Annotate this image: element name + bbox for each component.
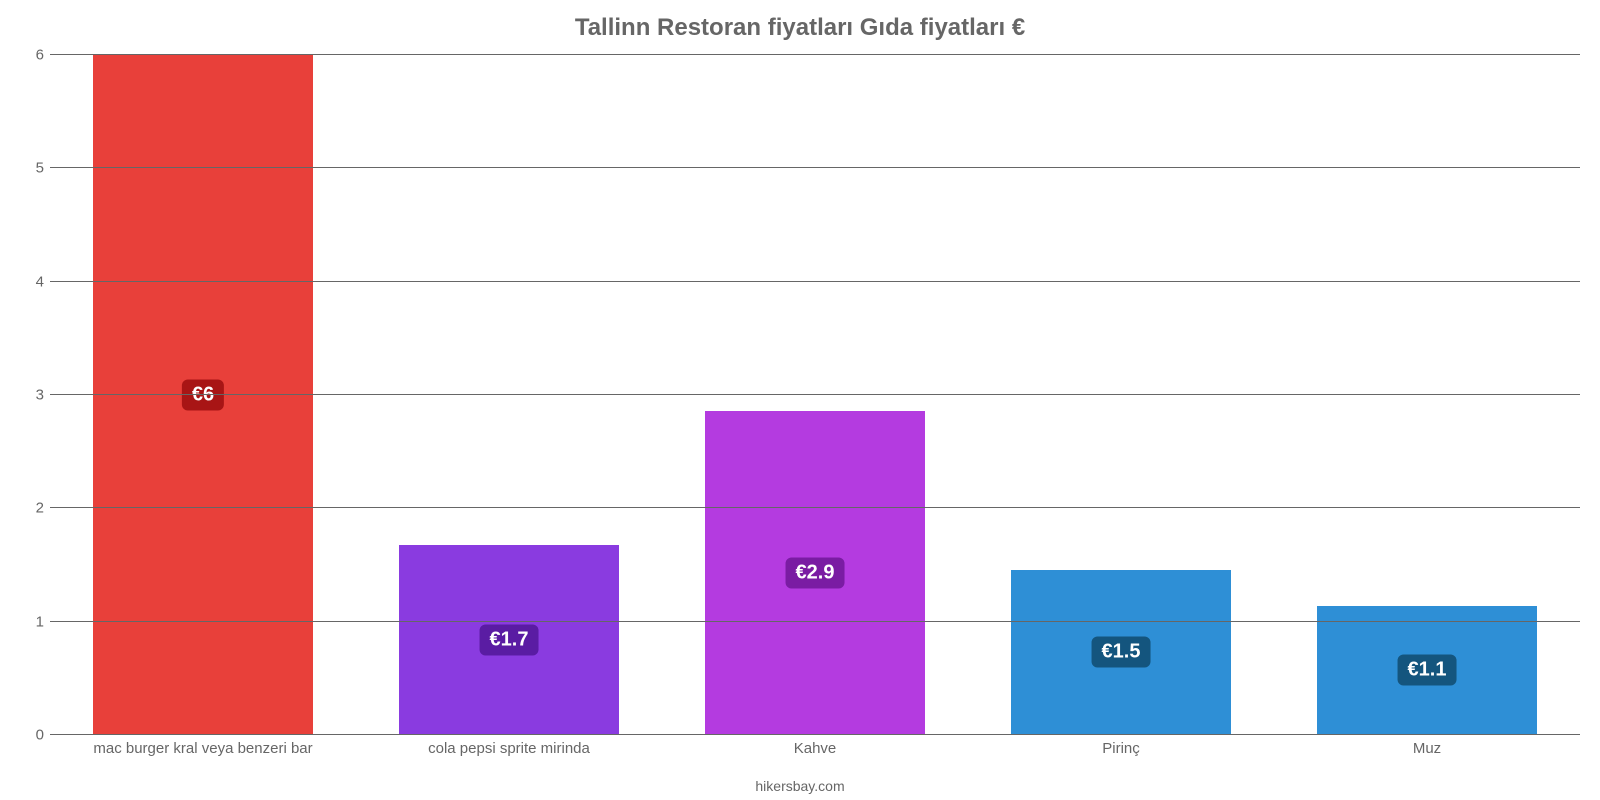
y-tick-label: 6 <box>20 47 44 64</box>
x-tick-label: Muz <box>1413 740 1441 757</box>
plot-area: €6€1.7€2.9€1.5€1.1 0123456 <box>50 55 1580 735</box>
bar-slot: €6 <box>93 55 313 735</box>
x-tick-label: Kahve <box>794 740 837 757</box>
x-tick-label: Pirinç <box>1102 740 1140 757</box>
bar-slot: €2.9 <box>705 55 925 735</box>
bar-slot: €1.7 <box>399 55 619 735</box>
grid-line <box>50 621 1580 622</box>
chart-title: Tallinn Restoran fiyatları Gıda fiyatlar… <box>0 14 1600 42</box>
bar-slot: €1.1 <box>1317 55 1537 735</box>
grid-line <box>50 167 1580 168</box>
grid-line <box>50 394 1580 395</box>
y-tick-label: 5 <box>20 160 44 177</box>
bars-layer: €6 €1.7 €2.9 €1.5 €1.1 <box>50 55 1580 735</box>
grid-line <box>50 281 1580 282</box>
x-tick-label: mac burger kral veya benzeri bar <box>93 740 312 757</box>
grid-line <box>50 734 1580 735</box>
x-axis-labels: mac burger kral veya benzeri bar cola pep… <box>50 740 1580 764</box>
y-tick-label: 0 <box>20 727 44 744</box>
y-tick-label: 3 <box>20 387 44 404</box>
bar-slot: €1.5 <box>1011 55 1231 735</box>
bar-value-label: €2.9 <box>786 557 845 588</box>
y-tick-label: 1 <box>20 613 44 630</box>
bar-value-label: €1.7 <box>480 624 539 655</box>
y-tick-label: 2 <box>20 500 44 517</box>
bar-value-label: €1.5 <box>1092 637 1151 668</box>
y-tick-label: 4 <box>20 273 44 290</box>
chart-container: Tallinn Restoran fiyatları Gıda fiyatlar… <box>0 0 1600 800</box>
credit-text: hikersbay.com <box>0 778 1600 794</box>
bar-value-label: €6 <box>182 380 224 411</box>
grid-line <box>50 54 1580 55</box>
grid-line <box>50 507 1580 508</box>
x-tick-label: cola pepsi sprite mirinda <box>428 740 590 757</box>
bar-value-label: €1.1 <box>1398 655 1457 686</box>
